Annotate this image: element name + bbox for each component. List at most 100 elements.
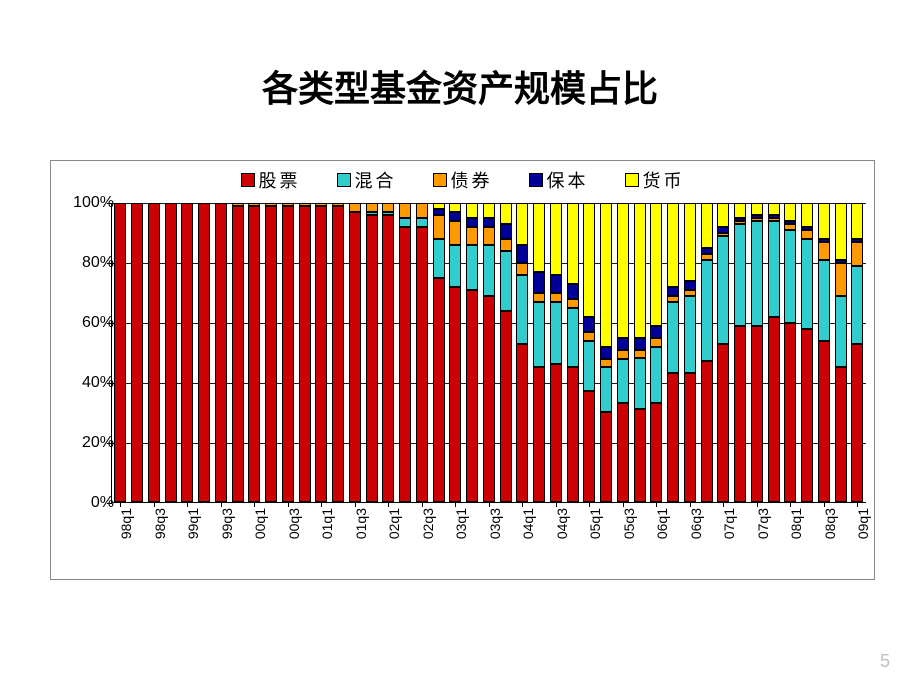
bar-slot: [162, 203, 179, 502]
bar-segment: [851, 203, 863, 239]
bar-segment: [600, 203, 612, 347]
bar-slot: 99q1: [179, 203, 196, 502]
bar-segment: [835, 296, 847, 368]
bar-segment: [650, 403, 662, 502]
bar-segment: [449, 221, 461, 245]
bar-segment: [500, 224, 512, 239]
bar-segment: [248, 206, 260, 502]
bar-segment: [550, 364, 562, 502]
bar-segment: [533, 272, 545, 293]
bar: [483, 203, 495, 502]
bar-segment: [131, 203, 143, 502]
xtick-label: 06q3: [688, 502, 704, 539]
bar: [684, 203, 696, 502]
bar-segment: [449, 203, 461, 212]
bar-segment: [466, 290, 478, 502]
bar-segment: [717, 236, 729, 344]
bar-slot: [832, 203, 849, 502]
bar-segment: [684, 281, 696, 290]
bar-slot: 05q1: [581, 203, 598, 502]
bar-segment: [734, 326, 746, 502]
bar-segment: [818, 260, 830, 341]
bar-slot: [665, 203, 682, 502]
legend-swatch: [625, 173, 639, 187]
bar-segment: [483, 296, 495, 502]
bar-slot: [598, 203, 615, 502]
bar-segment: [449, 245, 461, 287]
bar-segment: [818, 341, 830, 502]
page-title: 各类型基金资产规模占比: [0, 0, 920, 132]
bar: [600, 203, 612, 502]
bar: [650, 203, 662, 502]
bar-segment: [198, 203, 210, 502]
bar: [265, 203, 277, 502]
bar-segment: [567, 308, 579, 368]
bar-segment: [784, 323, 796, 502]
bar-slot: 09q1: [849, 203, 866, 502]
bar-slot: [363, 203, 380, 502]
bar-segment: [667, 203, 679, 287]
bar: [198, 203, 210, 502]
bar-segment: [466, 227, 478, 245]
bar-segment: [667, 302, 679, 374]
bar-segment: [768, 317, 780, 502]
legend-item: 债券: [433, 167, 493, 193]
bar: [114, 203, 126, 502]
bar: [583, 203, 595, 502]
bar-segment: [516, 245, 528, 263]
bar-segment: [701, 361, 713, 502]
legend-swatch: [241, 173, 255, 187]
chart-container: 股票混合债券保本货币 98q198q399q199q300q100q301q10…: [50, 160, 875, 580]
xtick-label: 08q1: [788, 502, 804, 539]
xtick-label: 00q3: [286, 502, 302, 539]
bar-segment: [181, 203, 193, 502]
xtick-label: 01q3: [353, 502, 369, 539]
bar-segment: [801, 329, 813, 502]
bar-slot: [497, 203, 514, 502]
bar: [751, 203, 763, 502]
bar-segment: [617, 338, 629, 350]
bar-segment: [382, 203, 394, 212]
bar-slot: 03q1: [447, 203, 464, 502]
bar-slot: [799, 203, 816, 502]
bar-segment: [801, 239, 813, 329]
bar-segment: [550, 302, 562, 365]
legend-label: 股票: [259, 171, 301, 191]
bar-segment: [734, 224, 746, 326]
bar-slot: [732, 203, 749, 502]
bar-segment: [416, 227, 428, 502]
xtick-label: 09q1: [855, 502, 871, 539]
bar-segment: [583, 317, 595, 332]
bar: [248, 203, 260, 502]
bar-segment: [650, 347, 662, 404]
ytick-label: 80%: [59, 254, 114, 272]
bar-slot: [229, 203, 246, 502]
bar: [701, 203, 713, 502]
xtick-label: 04q3: [554, 502, 570, 539]
xtick-label: 06q1: [654, 502, 670, 539]
bar-slot: 99q3: [213, 203, 230, 502]
bar-segment: [433, 278, 445, 502]
bar-segment: [533, 367, 545, 502]
bar-segment: [851, 344, 863, 502]
bar: [449, 203, 461, 502]
bar-segment: [701, 203, 713, 248]
xtick-label: 05q3: [621, 502, 637, 539]
bar-segment: [516, 275, 528, 344]
bar-segment: [600, 367, 612, 412]
bar-segment: [382, 215, 394, 502]
bar-slot: [464, 203, 481, 502]
chart-legend: 股票混合债券保本货币: [51, 167, 874, 193]
bar-segment: [466, 218, 478, 227]
bar-segment: [835, 203, 847, 260]
bar-segment: [617, 359, 629, 404]
bar-slot: 08q3: [816, 203, 833, 502]
bar-segment: [634, 350, 646, 359]
legend-label: 保本: [547, 171, 589, 191]
bar-segment: [567, 284, 579, 299]
bar-segment: [550, 203, 562, 275]
bar: [801, 203, 813, 502]
bar-segment: [684, 373, 696, 502]
legend-label: 货币: [643, 171, 685, 191]
bar-segment: [516, 344, 528, 502]
